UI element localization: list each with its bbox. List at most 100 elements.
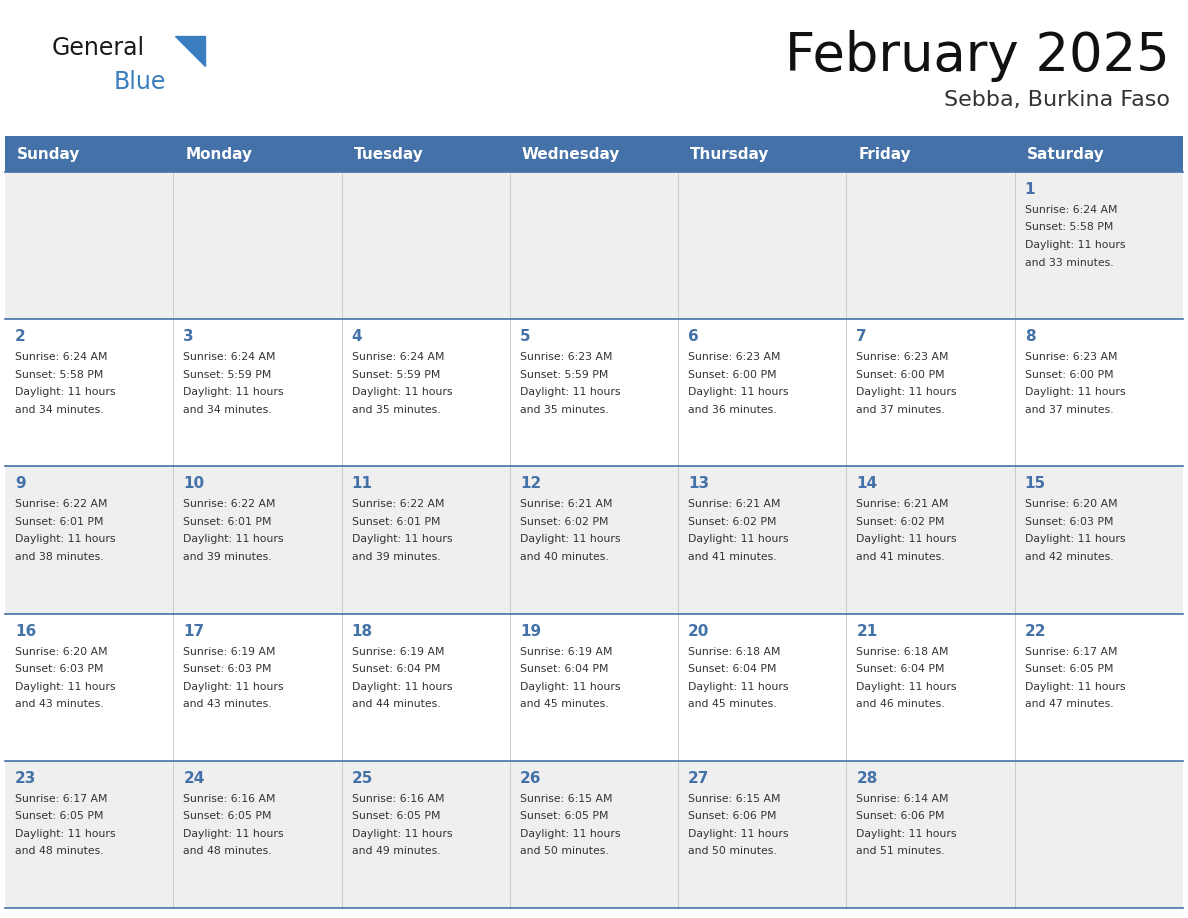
Text: Sunset: 6:03 PM: Sunset: 6:03 PM	[15, 664, 103, 674]
Bar	[5, 136, 173, 172]
Text: 1: 1	[1025, 182, 1035, 197]
Bar	[846, 136, 1015, 172]
Text: Sunrise: 6:24 AM: Sunrise: 6:24 AM	[183, 353, 276, 363]
Text: 28: 28	[857, 771, 878, 786]
Text: Sunrise: 6:16 AM: Sunrise: 6:16 AM	[352, 794, 444, 804]
Text: Sunset: 6:05 PM: Sunset: 6:05 PM	[183, 812, 272, 822]
Text: 18: 18	[352, 623, 373, 639]
Text: Daylight: 11 hours: Daylight: 11 hours	[15, 681, 115, 691]
Text: Sunset: 6:00 PM: Sunset: 6:00 PM	[857, 370, 944, 380]
Text: Sunset: 6:04 PM: Sunset: 6:04 PM	[352, 664, 440, 674]
Text: Sunrise: 6:24 AM: Sunrise: 6:24 AM	[352, 353, 444, 363]
Text: 22: 22	[1025, 623, 1047, 639]
Text: and 51 minutes.: and 51 minutes.	[857, 846, 944, 856]
Text: Sunrise: 6:22 AM: Sunrise: 6:22 AM	[183, 499, 276, 509]
Text: Sunset: 6:02 PM: Sunset: 6:02 PM	[520, 517, 608, 527]
Text: and 42 minutes.: and 42 minutes.	[1025, 552, 1113, 562]
Text: and 39 minutes.: and 39 minutes.	[183, 552, 272, 562]
Text: and 43 minutes.: and 43 minutes.	[183, 700, 272, 709]
Text: Sunrise: 6:24 AM: Sunrise: 6:24 AM	[1025, 205, 1117, 215]
Text: Daylight: 11 hours: Daylight: 11 hours	[857, 534, 956, 544]
Bar	[678, 136, 846, 172]
Text: Sunrise: 6:19 AM: Sunrise: 6:19 AM	[183, 646, 276, 656]
Text: Daylight: 11 hours: Daylight: 11 hours	[520, 681, 620, 691]
Text: Daylight: 11 hours: Daylight: 11 hours	[352, 387, 453, 397]
Text: Daylight: 11 hours: Daylight: 11 hours	[688, 387, 789, 397]
Text: Sebba, Burkina Faso: Sebba, Burkina Faso	[944, 90, 1170, 110]
Text: Daylight: 11 hours: Daylight: 11 hours	[352, 829, 453, 839]
Text: 23: 23	[15, 771, 37, 786]
Text: Daylight: 11 hours: Daylight: 11 hours	[688, 829, 789, 839]
Text: 4: 4	[352, 330, 362, 344]
Text: General: General	[52, 36, 145, 60]
Text: Sunrise: 6:14 AM: Sunrise: 6:14 AM	[857, 794, 949, 804]
Text: Sunrise: 6:21 AM: Sunrise: 6:21 AM	[688, 499, 781, 509]
Bar	[510, 136, 678, 172]
Text: Daylight: 11 hours: Daylight: 11 hours	[15, 829, 115, 839]
Text: Sunrise: 6:23 AM: Sunrise: 6:23 AM	[520, 353, 612, 363]
Text: 11: 11	[352, 476, 373, 491]
Text: 5: 5	[520, 330, 531, 344]
Text: Sunrise: 6:21 AM: Sunrise: 6:21 AM	[857, 499, 949, 509]
Text: Daylight: 11 hours: Daylight: 11 hours	[352, 681, 453, 691]
Text: Sunrise: 6:19 AM: Sunrise: 6:19 AM	[352, 646, 444, 656]
Text: Sunrise: 6:20 AM: Sunrise: 6:20 AM	[1025, 499, 1118, 509]
Bar	[5, 761, 1183, 908]
Text: and 38 minutes.: and 38 minutes.	[15, 552, 103, 562]
Bar	[5, 172, 1183, 319]
Text: Sunrise: 6:17 AM: Sunrise: 6:17 AM	[15, 794, 107, 804]
Text: and 45 minutes.: and 45 minutes.	[520, 700, 608, 709]
Text: Daylight: 11 hours: Daylight: 11 hours	[183, 387, 284, 397]
Text: Sunset: 6:02 PM: Sunset: 6:02 PM	[857, 517, 944, 527]
Text: 25: 25	[352, 771, 373, 786]
Text: Sunset: 5:59 PM: Sunset: 5:59 PM	[183, 370, 272, 380]
Text: 7: 7	[857, 330, 867, 344]
Text: Sunset: 6:03 PM: Sunset: 6:03 PM	[1025, 517, 1113, 527]
Text: Daylight: 11 hours: Daylight: 11 hours	[688, 534, 789, 544]
Text: Sunrise: 6:16 AM: Sunrise: 6:16 AM	[183, 794, 276, 804]
Text: Sunrise: 6:22 AM: Sunrise: 6:22 AM	[352, 499, 444, 509]
Text: and 48 minutes.: and 48 minutes.	[15, 846, 103, 856]
Bar	[173, 136, 342, 172]
Text: 10: 10	[183, 476, 204, 491]
Text: 13: 13	[688, 476, 709, 491]
Text: Daylight: 11 hours: Daylight: 11 hours	[15, 534, 115, 544]
Text: and 37 minutes.: and 37 minutes.	[1025, 405, 1113, 415]
Text: 3: 3	[183, 330, 194, 344]
Text: and 36 minutes.: and 36 minutes.	[688, 405, 777, 415]
Text: Sunrise: 6:23 AM: Sunrise: 6:23 AM	[688, 353, 781, 363]
Text: Sunrise: 6:18 AM: Sunrise: 6:18 AM	[857, 646, 949, 656]
Text: and 46 minutes.: and 46 minutes.	[857, 700, 944, 709]
Bar	[5, 319, 1183, 466]
Text: Sunset: 6:02 PM: Sunset: 6:02 PM	[688, 517, 777, 527]
Text: Sunday: Sunday	[17, 147, 81, 162]
Text: Sunset: 6:05 PM: Sunset: 6:05 PM	[15, 812, 103, 822]
Text: and 41 minutes.: and 41 minutes.	[688, 552, 777, 562]
Text: Daylight: 11 hours: Daylight: 11 hours	[1025, 387, 1125, 397]
Text: Sunset: 5:58 PM: Sunset: 5:58 PM	[1025, 222, 1113, 232]
Text: Sunset: 5:58 PM: Sunset: 5:58 PM	[15, 370, 103, 380]
Text: Daylight: 11 hours: Daylight: 11 hours	[688, 681, 789, 691]
Text: Sunset: 6:04 PM: Sunset: 6:04 PM	[688, 664, 777, 674]
Bar	[1015, 136, 1183, 172]
Text: Daylight: 11 hours: Daylight: 11 hours	[1025, 534, 1125, 544]
Text: and 35 minutes.: and 35 minutes.	[352, 405, 441, 415]
Text: and 35 minutes.: and 35 minutes.	[520, 405, 608, 415]
Text: Daylight: 11 hours: Daylight: 11 hours	[183, 829, 284, 839]
Text: Sunset: 6:05 PM: Sunset: 6:05 PM	[352, 812, 440, 822]
Text: 14: 14	[857, 476, 878, 491]
Text: Sunrise: 6:18 AM: Sunrise: 6:18 AM	[688, 646, 781, 656]
Text: 26: 26	[520, 771, 542, 786]
Text: and 50 minutes.: and 50 minutes.	[688, 846, 777, 856]
Text: and 45 minutes.: and 45 minutes.	[688, 700, 777, 709]
Text: Sunset: 5:59 PM: Sunset: 5:59 PM	[352, 370, 440, 380]
Text: Sunset: 6:01 PM: Sunset: 6:01 PM	[183, 517, 272, 527]
Text: 8: 8	[1025, 330, 1035, 344]
Text: Sunrise: 6:17 AM: Sunrise: 6:17 AM	[1025, 646, 1117, 656]
Text: and 40 minutes.: and 40 minutes.	[520, 552, 608, 562]
Bar	[5, 466, 1183, 613]
Text: and 37 minutes.: and 37 minutes.	[857, 405, 944, 415]
Text: Sunset: 6:03 PM: Sunset: 6:03 PM	[183, 664, 272, 674]
Text: 21: 21	[857, 623, 878, 639]
Text: Sunset: 6:05 PM: Sunset: 6:05 PM	[520, 812, 608, 822]
